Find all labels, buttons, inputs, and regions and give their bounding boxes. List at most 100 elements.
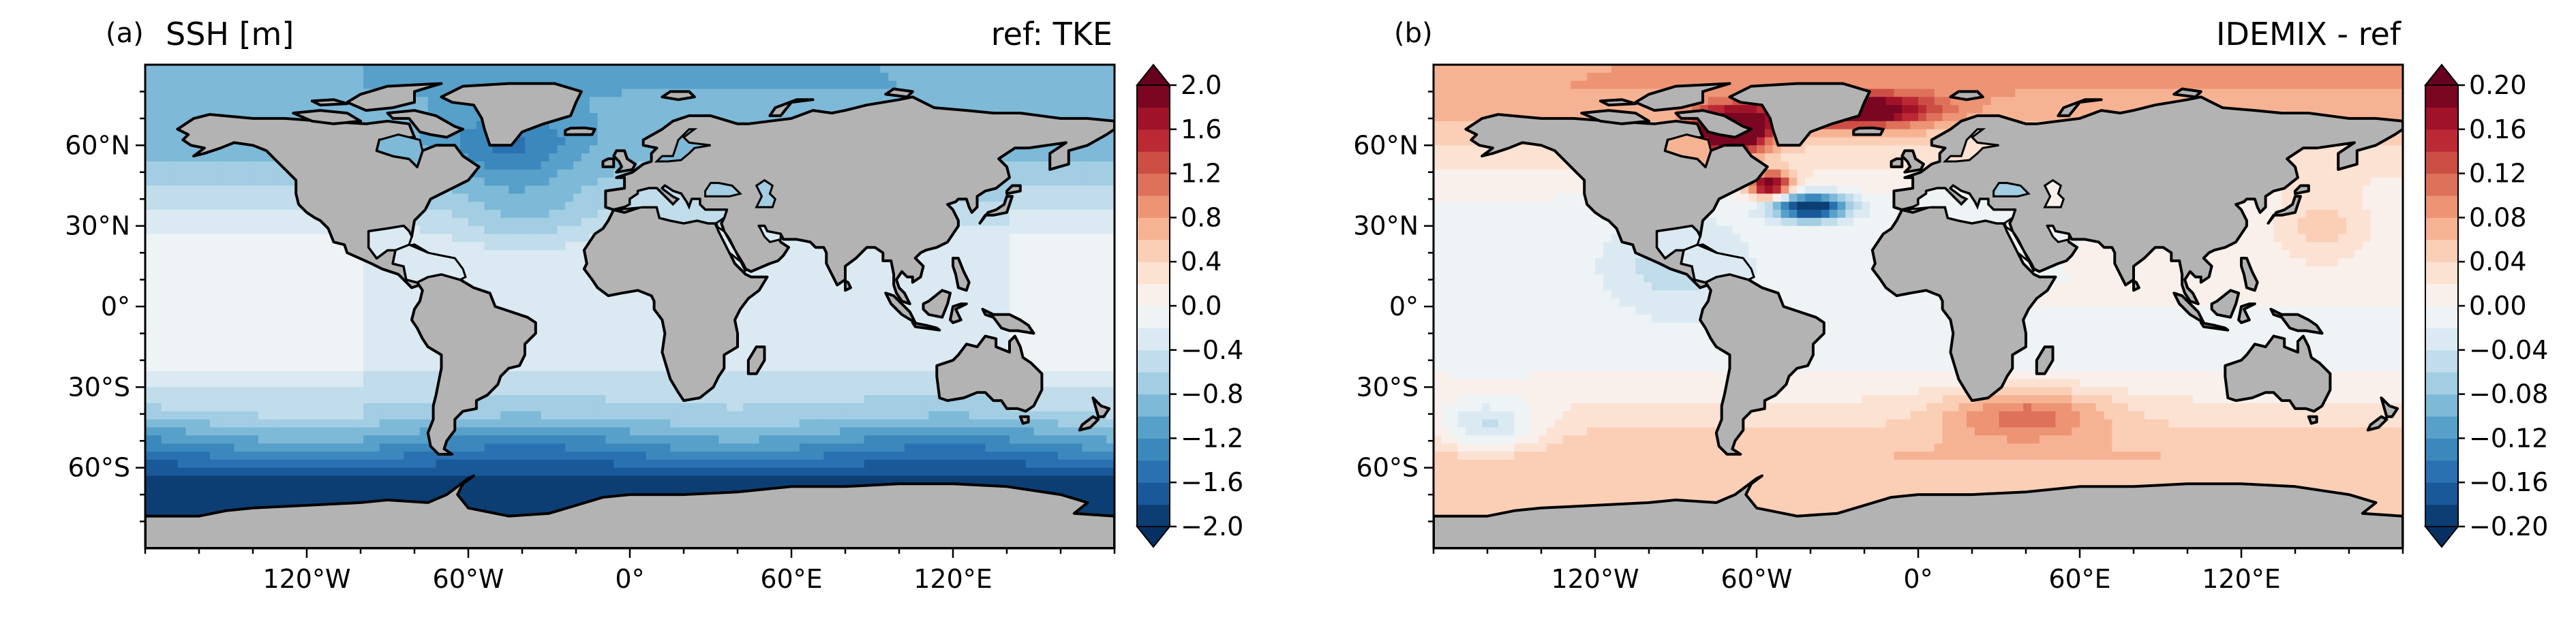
field-cell <box>532 339 542 347</box>
field-cell <box>880 355 889 364</box>
field-cell <box>662 65 671 74</box>
field-cell <box>597 298 606 307</box>
field-cell <box>153 185 162 194</box>
field-cell <box>1074 282 1083 291</box>
field-cell <box>872 339 881 347</box>
field-cell <box>185 80 194 90</box>
field-cell <box>299 290 307 299</box>
field-cell <box>1074 210 1083 219</box>
field-cell <box>209 371 219 380</box>
field-cell <box>549 387 558 396</box>
field-cell <box>274 298 283 307</box>
field-cell <box>145 242 154 251</box>
field-cell <box>250 177 259 187</box>
field-cell <box>525 298 534 307</box>
field-cell <box>605 105 614 114</box>
field-cell <box>266 371 275 380</box>
field-cell <box>460 202 469 210</box>
field-cell <box>444 234 453 242</box>
field-cell <box>613 339 622 347</box>
field-cell <box>1042 266 1050 275</box>
field-cell <box>226 202 234 210</box>
field-cell <box>387 387 396 396</box>
field-cell <box>1033 355 1042 364</box>
field-cell <box>1065 177 1075 187</box>
field-cell <box>1033 250 1042 259</box>
field-cell <box>500 153 509 162</box>
field-cell <box>775 322 784 332</box>
field-cell <box>549 307 558 315</box>
field-cell <box>573 169 582 178</box>
field-cell <box>201 177 211 187</box>
field-cell <box>444 242 453 251</box>
field-cell <box>217 395 226 404</box>
field-cell <box>735 379 744 388</box>
field-cell <box>565 65 574 74</box>
field-cell <box>258 330 267 339</box>
field-cell <box>864 379 873 388</box>
field-cell <box>937 274 945 283</box>
field-cell <box>1058 314 1067 324</box>
field-cell <box>969 250 978 259</box>
field-cell <box>589 387 598 396</box>
field-cell <box>266 210 275 219</box>
field-cell <box>581 225 590 235</box>
field-cell <box>557 395 566 404</box>
field-cell <box>145 307 154 315</box>
field-cell <box>702 80 712 90</box>
field-cell <box>226 290 234 299</box>
field-cell <box>468 145 477 154</box>
field-cell <box>823 330 832 339</box>
field-cell <box>274 339 283 347</box>
field-cell <box>460 258 469 267</box>
field-cell <box>1098 145 1107 154</box>
field-cell <box>605 97 614 106</box>
field-cell <box>299 65 307 74</box>
field-cell <box>565 298 574 307</box>
field-cell <box>783 298 792 307</box>
field-cell <box>347 371 356 380</box>
field-cell <box>314 89 324 97</box>
field-cell <box>864 250 873 259</box>
field-cell <box>1001 242 1010 251</box>
field-cell <box>993 80 1002 90</box>
field-cell <box>1017 161 1027 170</box>
field-cell <box>185 145 194 154</box>
field-cell <box>888 362 897 372</box>
field-cell <box>1025 72 1035 82</box>
field-cell <box>476 145 485 154</box>
field-cell <box>823 387 832 396</box>
field-cell <box>500 72 509 82</box>
field-cell <box>250 339 259 347</box>
field-cell <box>355 362 364 372</box>
field-cell <box>339 387 348 396</box>
field-cell <box>678 80 687 90</box>
field-cell <box>662 387 671 396</box>
field-cell <box>864 362 873 372</box>
field-cell <box>185 234 194 242</box>
field-cell <box>234 105 243 114</box>
field-cell <box>492 202 501 210</box>
field-cell <box>419 65 429 74</box>
field-cell <box>242 145 251 154</box>
field-cell <box>169 217 178 227</box>
field-cell <box>549 129 558 138</box>
field-cell <box>217 266 226 275</box>
field-cell <box>630 379 639 388</box>
field-cell <box>1065 314 1075 324</box>
field-cell <box>177 97 186 106</box>
field-cell <box>509 266 517 275</box>
field-cell <box>379 322 388 332</box>
field-cell <box>242 395 251 404</box>
field-cell <box>177 387 186 396</box>
field-cell <box>509 65 517 74</box>
field-cell <box>637 371 647 380</box>
field-cell <box>872 274 881 283</box>
field-cell <box>226 97 234 106</box>
field-cell <box>258 153 267 162</box>
field-cell <box>960 258 970 267</box>
field-cell <box>1042 242 1050 251</box>
field-cell <box>185 298 194 307</box>
field-cell <box>888 387 897 396</box>
field-cell <box>823 347 832 356</box>
